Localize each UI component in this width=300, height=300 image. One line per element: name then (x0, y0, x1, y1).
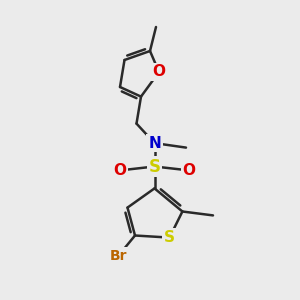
Text: S: S (148, 158, 160, 175)
Text: O: O (113, 163, 127, 178)
Text: S: S (164, 230, 175, 245)
Text: N: N (148, 136, 161, 151)
Text: Br: Br (110, 249, 127, 262)
Text: O: O (182, 163, 196, 178)
Text: O: O (152, 64, 166, 80)
